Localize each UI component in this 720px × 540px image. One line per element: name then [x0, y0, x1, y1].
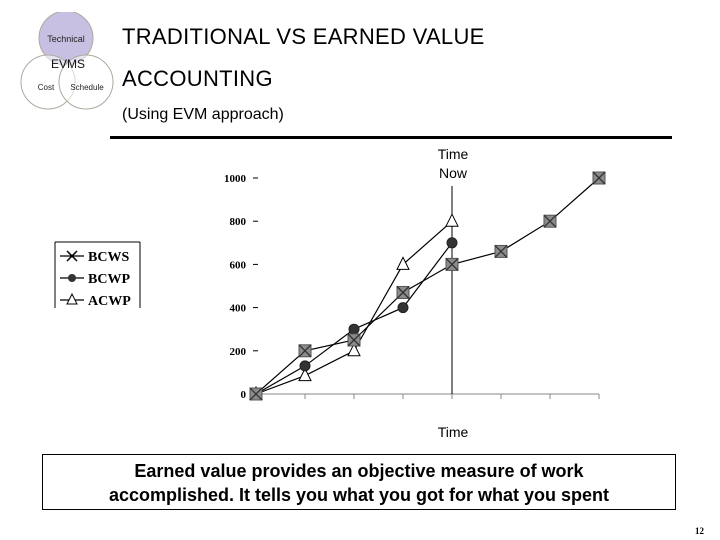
y-tick-label: 200	[230, 346, 247, 358]
callout-line1: Earned value provides an objective measu…	[134, 461, 584, 481]
logo-label-evms: EVMS	[51, 57, 85, 71]
legend-label-acwp: ACWP	[88, 294, 131, 309]
data-point-bcws-cross-b	[298, 344, 312, 358]
data-point-bcwp	[348, 323, 360, 335]
y-tick-label: 1000	[224, 173, 247, 185]
x-axis-label: Time	[438, 424, 469, 440]
data-point-acwp	[347, 342, 361, 357]
y-tick-label: 800	[230, 216, 247, 228]
legend-marker-bcwp	[68, 274, 76, 282]
callout-line2: accomplished. It tells you what you got …	[108, 485, 610, 505]
data-point-bcws-cross-b	[347, 333, 361, 347]
time-now-label-line2: Now	[439, 165, 468, 181]
y-tick-label: 0	[241, 389, 247, 401]
logo-circle-schedule	[58, 54, 114, 110]
legend-marker-acwp	[66, 292, 78, 305]
data-point-bcwp	[299, 360, 311, 372]
callout-box: Earned value provides an objective measu…	[42, 454, 676, 510]
data-point-bcws-cross-b	[494, 244, 508, 258]
data-point-acwp	[445, 213, 459, 227]
time-now-label-line1: Time	[438, 146, 469, 162]
series-line-bcwp	[255, 242, 453, 395]
data-point-bcws-cross-b	[396, 286, 410, 299]
data-point-bcwp	[446, 237, 458, 249]
legend-label-bcwp: BCWP	[88, 272, 130, 287]
logo-label-schedule: Schedule	[70, 83, 104, 92]
page-title-line1: TRADITIONAL VS EARNED VALUE	[122, 24, 485, 49]
y-tick-label: 600	[230, 259, 247, 271]
page-number: 12	[695, 526, 704, 536]
logo-label-technical: Technical	[47, 34, 85, 44]
data-point-bcws-cross-b	[592, 171, 606, 185]
data-point-bcws-cross-b	[445, 257, 459, 271]
data-point-bcws-cross-b	[543, 214, 557, 228]
y-tick-label: 400	[230, 303, 247, 315]
data-point-bcwp	[397, 302, 409, 314]
data-point-acwp	[298, 367, 312, 382]
legend-label-bcws: BCWS	[88, 250, 129, 265]
series-line-bcws	[255, 177, 600, 395]
legend-marker-bcws-b	[66, 250, 78, 262]
earned-value-chart: 0 200 400 600 800 1000 Time Now Time BCWS BCWP ACWP	[54, 146, 606, 440]
data-point-acwp	[396, 256, 410, 270]
title-divider	[110, 136, 672, 139]
data-point-bcws-cross-b	[249, 387, 263, 401]
page-title-line2: ACCOUNTING	[122, 66, 273, 91]
page-subtitle: (Using EVM approach)	[122, 106, 284, 123]
evms-logo: Technical EVMS Cost Schedule	[20, 12, 114, 110]
logo-label-cost: Cost	[38, 83, 55, 92]
